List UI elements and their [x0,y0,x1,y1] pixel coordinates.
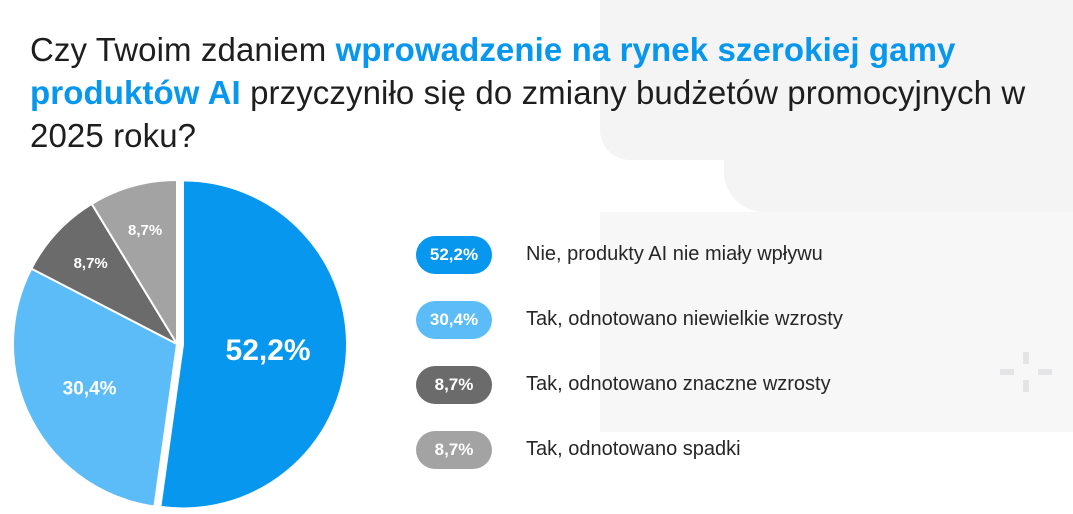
legend-badge-1: 30,4% [416,300,492,339]
pie-slice-1 [12,267,179,508]
pie-slice-0 [159,179,348,510]
pie-label-3: 8,7% [128,222,162,239]
legend-label-1: Tak, odnotowano niewielkie wzrosty [526,308,843,330]
pie-label-0: 52,2% [226,334,311,367]
legend-item-1: 30,4% Tak, odnotowano niewielkie wzrosty [416,287,843,352]
legend-badge-3: 8,7% [416,430,492,469]
legend-item-2: 8,7% Tak, odnotowano znaczne wzrosty [416,352,843,417]
legend-item-0: 52,2% Nie, produkty AI nie miały wpływu [416,222,843,287]
background-shape-right [724,0,1073,212]
legend-label-0: Nie, produkty AI nie miały wpływu [526,243,823,265]
pie-label-1: 30,4% [63,379,117,400]
title-part-1: Czy Twoim zdaniem [30,31,336,68]
title-highlight: wprowadzenie na rynek szerokiej gamy pro… [30,31,956,111]
legend-label-3: Tak, odnotowano spadki [526,438,741,460]
legend-badge-2: 8,7% [416,365,492,404]
decorative-plus-icon [1000,352,1052,392]
legend-label-2: Tak, odnotowano znaczne wzrosty [526,373,831,395]
pie-label-2: 8,7% [74,255,108,272]
background-shape-lower [600,212,1073,432]
legend-badge-0: 52,2% [416,235,492,274]
pie-slice-3 [90,178,178,348]
title-part-2: przyczyniło się do zmiany budżetów promo… [30,74,1026,154]
pie-chart: 52,2% 30,4% 8,7% 8,7% [12,178,348,510]
page-title: Czy Twoim zdaniem wprowadzenie na rynek … [30,28,1065,157]
pie-slice-2 [29,202,180,347]
legend: 52,2% Nie, produkty AI nie miały wpływu … [416,222,843,482]
legend-item-3: 8,7% Tak, odnotowano spadki [416,417,843,482]
